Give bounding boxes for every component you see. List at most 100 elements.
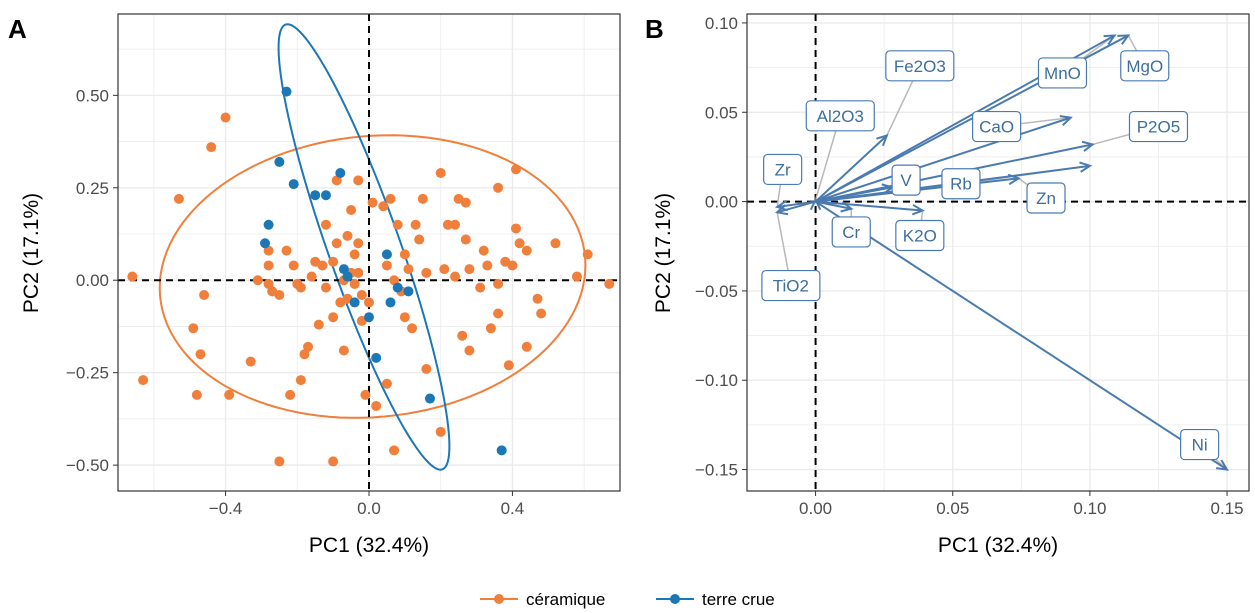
svg-text:MnO: MnO (1044, 64, 1081, 83)
point-ceramique (353, 267, 364, 278)
legend-dot-terre-crue (670, 594, 680, 604)
point-terre-crue (403, 286, 414, 297)
point-ceramique (349, 249, 360, 260)
x-tick-label: 0.0 (357, 499, 381, 518)
point-ceramique (421, 363, 432, 374)
point-ceramique (493, 278, 504, 289)
point-terre-crue (320, 190, 331, 201)
point-ceramique (331, 175, 342, 186)
point-ceramique (360, 389, 371, 400)
panel-a-x-axis-title: PC1 (32.4%) (309, 534, 429, 557)
point-ceramique (206, 142, 217, 153)
arrow-fe2o3 (814, 133, 889, 203)
variable-label-mno: MnO (1037, 57, 1088, 89)
point-ceramique (353, 175, 364, 186)
point-ceramique (478, 245, 489, 256)
point-ceramique (435, 168, 446, 178)
point-ceramique (460, 197, 471, 208)
point-ceramique (320, 282, 331, 293)
x-tick-label: −0.4 (209, 499, 243, 518)
y-tick-label: −0.05 (695, 282, 738, 301)
confidence-ellipse-ceramique (158, 134, 587, 419)
arrow-tio2 (774, 200, 816, 216)
svg-text:Zr: Zr (775, 160, 791, 179)
point-ceramique (399, 249, 410, 260)
panel-a-y-ticks: −0.50 −0.25 0.00 0.25 0.50 (66, 86, 118, 475)
point-ceramique (338, 345, 349, 356)
point-terre-crue (364, 312, 374, 323)
point-ceramique (389, 275, 400, 286)
point-ceramique (199, 290, 210, 301)
point-ceramique (195, 349, 206, 360)
point-terre-crue (281, 86, 292, 97)
panel-b-background (747, 14, 1249, 491)
svg-text:Zn: Zn (1036, 189, 1056, 208)
point-ceramique (274, 290, 285, 301)
x-tick-label: 0.15 (1211, 499, 1244, 518)
point-ceramique (414, 234, 425, 245)
point-ceramique (482, 260, 493, 271)
svg-text:Cr: Cr (842, 223, 860, 242)
point-terre-crue (496, 445, 507, 456)
point-terre-crue (310, 190, 321, 201)
point-ceramique (313, 319, 324, 330)
svg-text:Fe2O3: Fe2O3 (894, 57, 946, 76)
legend-label-ceramique: céramique (526, 590, 605, 609)
variable-label-rb: Rb (941, 168, 981, 200)
arrow-cao (815, 115, 1073, 203)
panel-b-arrows (774, 34, 1229, 471)
variable-label-mgo: MgO (1120, 50, 1170, 82)
point-ceramique (281, 245, 292, 256)
point-ceramique (173, 193, 184, 204)
point-ceramique (399, 312, 410, 323)
point-ceramique (571, 271, 582, 282)
point-ceramique (317, 260, 328, 271)
y-tick-label: −0.15 (695, 461, 738, 480)
point-ceramique (285, 389, 296, 400)
variable-label-cr: Cr (831, 216, 871, 248)
point-ceramique (475, 282, 486, 293)
point-terre-crue (392, 282, 403, 293)
variable-label-zr: Zr (763, 153, 803, 186)
point-ceramique (252, 275, 263, 286)
variable-label-zn: Zn (1026, 182, 1066, 214)
point-ceramique (349, 278, 360, 289)
arrow-ni (815, 200, 1229, 471)
x-tick-label: 0.00 (799, 499, 832, 518)
panel-b-border (746, 13, 1250, 492)
point-ceramique (346, 204, 357, 215)
point-ceramique (536, 308, 547, 319)
variable-label-p2o5: P2O5 (1128, 110, 1189, 143)
point-ceramique (485, 323, 496, 334)
svg-text:CaO: CaO (979, 118, 1014, 137)
point-terre-crue (381, 249, 392, 260)
panel-b-y-axis-title: PC2 (17.1%) (652, 193, 675, 313)
svg-text:Ni: Ni (1192, 436, 1208, 455)
point-ceramique (503, 360, 514, 371)
panel-b-y-ticks: −0.15 −0.10 −0.05 0.00 0.05 0.10 (695, 14, 747, 480)
panel-b-tag: B (645, 14, 664, 44)
point-ceramique (450, 219, 461, 230)
y-tick-label: 0.00 (76, 271, 109, 290)
point-ceramique (511, 164, 522, 175)
point-ceramique (295, 282, 306, 293)
point-ceramique (582, 249, 593, 260)
point-ceramique (299, 349, 310, 360)
point-ceramique (331, 238, 342, 249)
point-ceramique (320, 219, 331, 230)
point-ceramique (188, 323, 199, 334)
point-ceramique (288, 260, 299, 271)
x-tick-label: 0.05 (936, 499, 969, 518)
point-ceramique (342, 230, 353, 241)
point-ceramique (263, 245, 274, 256)
point-ceramique (371, 400, 382, 411)
variable-label-fe2o3: Fe2O3 (885, 50, 955, 82)
point-ceramique (442, 219, 453, 230)
point-ceramique (604, 278, 615, 289)
panel-b-x-ticks: 0.00 0.05 0.10 0.15 (799, 491, 1244, 518)
svg-text:MgO: MgO (1126, 57, 1163, 76)
panel-a: A −0.4 0.0 0.4 −0.50 −0.25 0.00 0.25 0.50 PC1 … (8, 13, 621, 557)
point-terre-crue (338, 264, 349, 275)
svg-text:Rb: Rb (950, 175, 972, 194)
